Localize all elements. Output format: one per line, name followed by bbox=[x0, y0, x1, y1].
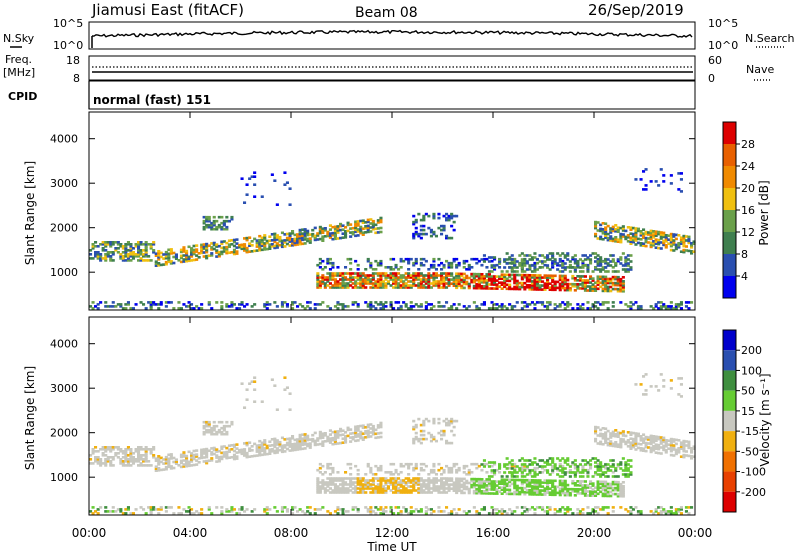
x-tick-5: 20:00 bbox=[577, 526, 612, 540]
freq-label-line2: [MHz] bbox=[3, 66, 35, 79]
power-cbar-tick-4: 4 bbox=[741, 270, 748, 283]
x-axis-title: Time UT bbox=[366, 540, 417, 554]
x-tick-1: 04:00 bbox=[173, 526, 208, 540]
freq-tick-high: 18 bbox=[66, 54, 80, 67]
x-tick-2: 08:00 bbox=[274, 526, 309, 540]
x-tick-6: 00:00 bbox=[678, 526, 713, 540]
nave-tick-low: 0 bbox=[708, 72, 715, 85]
freq-tick-low: 8 bbox=[73, 72, 80, 85]
freq-label-line1: Freq. bbox=[5, 53, 32, 66]
power-colorbar-title: Power [dB] bbox=[757, 180, 771, 245]
nsky-label: N.Sky bbox=[3, 32, 35, 45]
power-y-axis-title: Slant Range [km] bbox=[23, 161, 37, 265]
beam-label: Beam 08 bbox=[355, 5, 418, 21]
nsky-tick-high: 10^5 bbox=[53, 17, 83, 30]
velocity-y-tick-2000: 2000 bbox=[50, 427, 78, 440]
freq-panel-frame bbox=[88, 55, 696, 81]
nsky-panel-frame bbox=[88, 21, 696, 50]
velocity-cbar-tick-7: -200 bbox=[741, 486, 766, 499]
velocity-cbar-tick-6: -100 bbox=[741, 466, 766, 479]
velocity-y-axis-title: Slant Range [km] bbox=[23, 366, 37, 470]
power-y-tick-1000: 1000 bbox=[50, 266, 78, 279]
power-cbar-tick-8: 8 bbox=[741, 248, 748, 261]
power-y-tick-3000: 3000 bbox=[50, 177, 78, 190]
nsearch-tick-high: 10^5 bbox=[708, 17, 738, 30]
velocity-y-tick-1000: 1000 bbox=[50, 471, 78, 484]
power-cbar-tick-28: 28 bbox=[741, 138, 755, 151]
velocity-cbar-tick-3: 15 bbox=[741, 405, 755, 418]
power-cbar-tick-24: 24 bbox=[741, 160, 755, 173]
power-y-tick-2000: 2000 bbox=[50, 222, 78, 235]
x-tick-4: 16:00 bbox=[476, 526, 511, 540]
velocity-colorbar: 200 100 50 15 -15 -50 -100 -200 bbox=[722, 329, 766, 513]
nsearch-label: N.Search bbox=[745, 32, 795, 45]
velocity-colorbar-title: Velocity [m s⁻¹] bbox=[758, 373, 772, 466]
power-colorbar: 4 8 12 16 20 24 28 bbox=[722, 121, 755, 299]
power-cbar-tick-12: 12 bbox=[741, 226, 755, 239]
velocity-cbar-tick-2: 50 bbox=[741, 385, 755, 398]
nsky-trace bbox=[91, 29, 693, 38]
cpid-value: normal (fast) 151 bbox=[93, 93, 211, 107]
velocity-y-tick-4000: 4000 bbox=[50, 338, 78, 351]
velocity-cbar-tick-5: -50 bbox=[741, 445, 759, 458]
x-tick-0: 00:00 bbox=[72, 526, 107, 540]
date-label: 26/Sep/2019 bbox=[588, 1, 684, 19]
x-tick-3: 12:00 bbox=[375, 526, 410, 540]
velocity-heatmap bbox=[89, 373, 696, 515]
power-cbar-tick-16: 16 bbox=[741, 204, 755, 217]
nsearch-tick-low: 10^0 bbox=[708, 39, 738, 52]
power-y-tick-4000: 4000 bbox=[50, 133, 78, 146]
cpid-label: CPID bbox=[8, 90, 37, 103]
nave-tick-high: 60 bbox=[708, 54, 722, 67]
velocity-y-tick-3000: 3000 bbox=[50, 382, 78, 395]
velocity-cbar-tick-0: 200 bbox=[741, 344, 762, 357]
power-cbar-tick-20: 20 bbox=[741, 182, 755, 195]
plot-title: Jiamusi East (fitACF) bbox=[91, 1, 244, 19]
nsky-tick-low: 10^0 bbox=[53, 39, 83, 52]
nave-label: Nave bbox=[746, 63, 774, 76]
power-heatmap bbox=[89, 168, 696, 310]
velocity-cbar-tick-4: -15 bbox=[741, 425, 759, 438]
velocity-cbar-tick-1: 100 bbox=[741, 364, 762, 377]
